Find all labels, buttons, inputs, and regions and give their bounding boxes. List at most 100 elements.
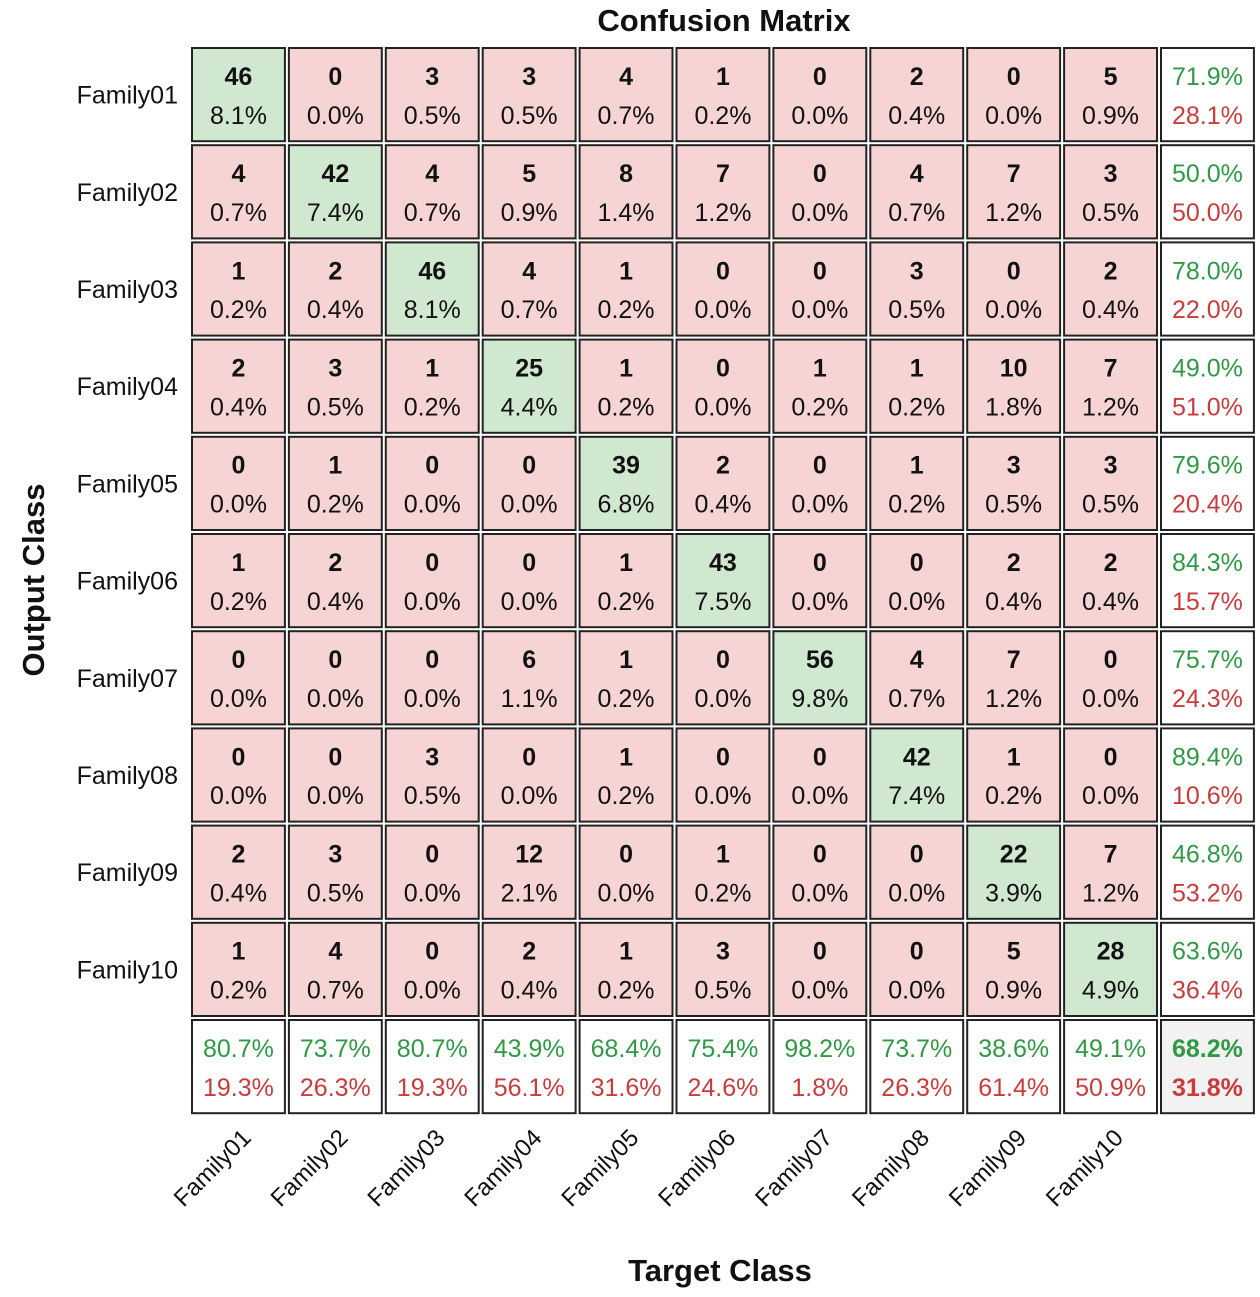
- cell-percent: 0.7%: [888, 685, 945, 713]
- off-diagonal-cell: [772, 241, 868, 337]
- off-diagonal-cell: [772, 727, 868, 823]
- cell-percent: 0.0%: [791, 199, 848, 227]
- cell-count: 3: [328, 354, 342, 382]
- row-error: 53.2%: [1172, 879, 1243, 907]
- col-error: 19.3%: [203, 1074, 274, 1102]
- overall-accuracy: 68.2%: [1172, 1035, 1243, 1063]
- off-diagonal-cell: [191, 630, 286, 726]
- row-error: 51.0%: [1172, 393, 1243, 421]
- cell-percent: 0.7%: [888, 199, 945, 227]
- cell-percent: 1.2%: [1082, 879, 1139, 907]
- cell-count: 0: [522, 743, 536, 771]
- row-summary-cell: [1160, 241, 1255, 337]
- cell-percent: 0.0%: [791, 588, 848, 616]
- diagonal-cell: [578, 435, 674, 531]
- cell-percent: 0.2%: [791, 393, 848, 421]
- row-label: Family02: [77, 179, 178, 207]
- row-precision: 75.7%: [1172, 646, 1243, 674]
- cell-count: 3: [1007, 452, 1021, 480]
- cell-count: 4: [328, 938, 342, 966]
- cell-percent: 0.0%: [598, 879, 655, 907]
- cell-percent: 0.0%: [307, 685, 364, 713]
- row-label: Family06: [77, 568, 178, 596]
- cell-percent: 0.0%: [791, 879, 848, 907]
- cell-percent: 0.2%: [985, 782, 1042, 810]
- cell-count: 5: [1104, 63, 1118, 91]
- off-diagonal-cell: [287, 435, 383, 531]
- off-diagonal-cell: [384, 144, 480, 240]
- row-summary-cell: [1160, 47, 1255, 143]
- off-diagonal-cell: [191, 921, 286, 1017]
- cell-percent: 0.2%: [598, 685, 655, 713]
- col-error: 19.3%: [397, 1074, 468, 1102]
- row-label: Family05: [77, 470, 178, 498]
- cell-count: 3: [425, 63, 439, 91]
- off-diagonal-cell: [481, 921, 577, 1017]
- cell-percent: 0.9%: [985, 977, 1042, 1005]
- off-diagonal-cell: [578, 241, 674, 337]
- cell-count: 1: [619, 257, 633, 285]
- off-diagonal-cell: [675, 47, 771, 143]
- off-diagonal-cell: [675, 824, 771, 920]
- off-diagonal-cell: [287, 338, 383, 434]
- cell-percent: 0.0%: [694, 296, 751, 324]
- col-label: Family07: [750, 1124, 838, 1212]
- cell-percent: 0.9%: [501, 199, 558, 227]
- col-label: Family02: [266, 1124, 354, 1212]
- cell-count: 1: [1007, 743, 1021, 771]
- row-label: Family01: [77, 82, 178, 110]
- off-diagonal-cell: [772, 144, 868, 240]
- cell-percent: 0.0%: [404, 879, 461, 907]
- cell-percent: 0.0%: [1082, 782, 1139, 810]
- cell-percent: 0.0%: [404, 588, 461, 616]
- cell-percent: 0.5%: [694, 977, 751, 1005]
- off-diagonal-cell: [869, 241, 965, 337]
- cell-percent: 0.0%: [888, 977, 945, 1005]
- off-diagonal-cell: [772, 824, 868, 920]
- cell-percent: 4.9%: [1082, 977, 1139, 1005]
- row-error: 10.6%: [1172, 782, 1243, 810]
- cell-count: 4: [522, 257, 536, 285]
- cell-percent: 0.2%: [210, 588, 267, 616]
- cell-percent: 8.1%: [404, 296, 461, 324]
- cell-percent: 0.0%: [694, 393, 751, 421]
- cell-percent: 3.9%: [985, 879, 1042, 907]
- cell-percent: 2.1%: [501, 879, 558, 907]
- cell-count: 1: [910, 452, 924, 480]
- cell-count: 5: [522, 160, 536, 188]
- cell-percent: 0.2%: [210, 977, 267, 1005]
- col-summary-cell: [869, 1019, 965, 1115]
- row-summary-cell: [1160, 435, 1255, 531]
- col-recall: 98.2%: [784, 1035, 855, 1063]
- cell-percent: 0.7%: [598, 102, 655, 130]
- cell-count: 7: [1007, 646, 1021, 674]
- off-diagonal-cell: [578, 47, 674, 143]
- col-error: 31.6%: [591, 1074, 662, 1102]
- col-summary-cell: [1063, 1019, 1158, 1115]
- cell-count: 22: [1000, 840, 1028, 868]
- col-error: 50.9%: [1075, 1074, 1146, 1102]
- off-diagonal-cell: [481, 241, 577, 337]
- cell-percent: 0.2%: [888, 393, 945, 421]
- off-diagonal-cell: [966, 533, 1062, 629]
- cell-count: 0: [716, 646, 730, 674]
- col-recall: 73.7%: [881, 1035, 952, 1063]
- row-error: 20.4%: [1172, 491, 1243, 519]
- off-diagonal-cell: [287, 533, 383, 629]
- row-label: Family07: [77, 665, 178, 693]
- cell-count: 0: [716, 354, 730, 382]
- cell-count: 0: [813, 452, 827, 480]
- off-diagonal-cell: [772, 47, 868, 143]
- cell-count: 1: [619, 354, 633, 382]
- off-diagonal-cell: [966, 144, 1062, 240]
- off-diagonal-cell: [1063, 824, 1158, 920]
- row-label: Family09: [77, 859, 178, 887]
- cell-count: 0: [1007, 63, 1021, 91]
- col-recall: 80.7%: [397, 1035, 468, 1063]
- cell-count: 0: [328, 646, 342, 674]
- col-error: 26.3%: [881, 1074, 952, 1102]
- cell-percent: 0.4%: [694, 491, 751, 519]
- off-diagonal-cell: [578, 921, 674, 1017]
- off-diagonal-cell: [578, 630, 674, 726]
- row-precision: 49.0%: [1172, 354, 1243, 382]
